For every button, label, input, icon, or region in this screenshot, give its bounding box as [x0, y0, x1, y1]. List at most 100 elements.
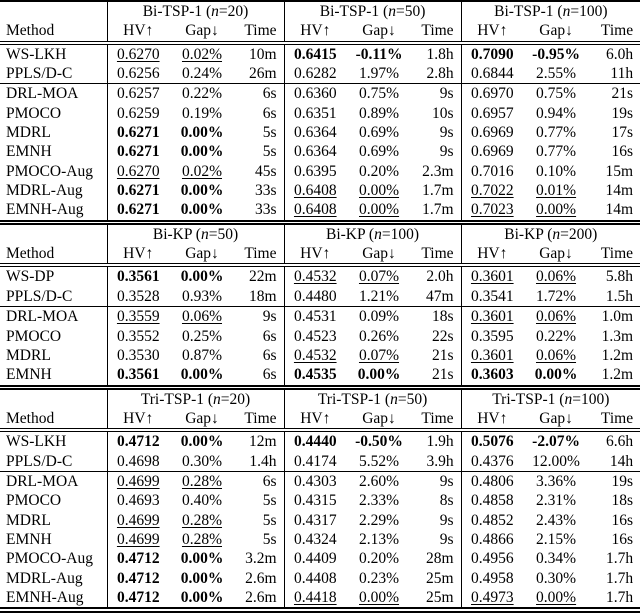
time-header: Time	[589, 21, 640, 45]
hv-cell: 0.4712	[106, 430, 169, 452]
gap-cell: 0.69%	[359, 124, 400, 142]
time-cell: 5.8h	[605, 268, 634, 286]
time-cell: 1.7h	[605, 569, 634, 587]
gap-cell: 0.00%	[180, 550, 224, 568]
gap-cell: -0.11%	[355, 45, 403, 63]
table-row: PPLS/D-C 0.6256 0.24% 26m 0.6282 1.97% 2.8h 0.6…	[0, 64, 640, 85]
time-cell: 6s	[262, 366, 277, 384]
hv-cell: 0.3561	[106, 365, 169, 385]
gap-cell: -0.95%	[532, 45, 580, 63]
time-cell: 2.6m	[245, 569, 277, 587]
time-header: Time	[235, 408, 285, 433]
hv-cell: 0.6270	[106, 161, 169, 182]
time-cell: 6s	[262, 85, 277, 103]
group-title-row: Tri-TSP-1 (n=20) Tri-TSP-1 (n=50) Tri-TSP-…	[0, 387, 640, 409]
method-cell: PMOCO	[6, 327, 62, 345]
time-cell: 19s	[611, 104, 634, 122]
gap-cell: 2.60%	[359, 472, 400, 490]
gap-cell: 0.02%	[181, 162, 223, 180]
gap-cell: 0.00%	[180, 588, 224, 606]
group-title: Bi-KP (n=50)	[106, 222, 284, 245]
time-cell: 5s	[262, 124, 277, 142]
time-cell: 12m	[248, 433, 277, 451]
hv-cell: 0.4440	[283, 430, 347, 452]
table-row: MDRL 0.3530 0.87% 6s 0.4532 0.07% 21s 0.3601 0.0…	[0, 345, 640, 366]
gap-cell: -2.07%	[532, 433, 580, 451]
gap-header: Gap↓	[346, 21, 413, 45]
column-header-row: Method HV↑ Gap↓ Time HV↑ Gap↓ Time HV↑ Gap↓ Time	[0, 408, 640, 433]
hv-cell: 0.4858	[460, 491, 524, 511]
table-row: MDRL-Aug 0.4712 0.00% 2.6m 0.4408 0.23% 25m 0.4…	[0, 568, 640, 588]
time-cell: 6.6h	[605, 433, 634, 451]
gap-cell: -0.50%	[355, 433, 403, 451]
hv-cell: 0.3530	[106, 345, 169, 366]
table-row: DRL-MOA 0.6257 0.22% 6s 0.6360 0.75% 9s 0.6970 0…	[0, 83, 640, 104]
hv-cell: 0.7016	[460, 161, 524, 182]
hv-cell: 0.4712	[106, 587, 169, 611]
size-variable: n	[388, 3, 396, 20]
time-header: Time	[235, 244, 284, 268]
gap-cell: 0.20%	[359, 162, 400, 180]
gap-cell: 0.02%	[181, 45, 223, 63]
time-cell: 9s	[262, 308, 277, 326]
gap-header: Gap↓	[169, 244, 235, 268]
gap-cell: 0.00%	[357, 366, 401, 384]
time-cell: 25m	[426, 569, 454, 587]
hv-cell: 0.4973	[460, 587, 524, 611]
hv-cell: 0.6957	[460, 103, 524, 124]
gap-cell: 0.25%	[181, 327, 223, 345]
hv-cell: 0.4693	[106, 491, 169, 511]
hv-cell: 0.6969	[460, 142, 524, 162]
time-cell: 47m	[412, 286, 462, 308]
hv-cell: 0.4531	[283, 306, 346, 327]
time-cell: 1.2m	[601, 346, 634, 364]
gap-cell: 0.22%	[181, 85, 223, 103]
gap-cell: 0.00%	[180, 569, 224, 587]
group-title-spacer	[0, 222, 107, 244]
table-row: EMNH 0.4699 0.28% 5s 0.4324 2.13% 9s 0.4866 2.15…	[0, 529, 640, 550]
hv-cell: 0.4535	[283, 365, 346, 385]
table-row: WS-LKH 0.6270 0.02% 10m 0.6415 -0.11% 1.8h 0.70…	[0, 42, 640, 65]
time-cell: 33s	[254, 182, 277, 200]
hv-header: HV↑	[460, 21, 524, 45]
gap-cell: 0.20%	[359, 550, 400, 568]
size-variable: n	[552, 225, 561, 243]
group-title: Tri-TSP-1 (n=50)	[283, 387, 462, 409]
table-row: PMOCO-Aug 0.6270 0.02% 45s 0.6395 0.20% 2.3m 0.…	[0, 161, 640, 182]
time-cell: 11h	[589, 64, 640, 85]
hv-cell: 0.6259	[106, 103, 169, 124]
gap-cell: 0.00%	[359, 588, 400, 606]
gap-cell: 0.06%	[535, 346, 577, 364]
time-cell: 2.8h	[412, 64, 462, 85]
time-header: Time	[589, 408, 640, 433]
gap-cell: 0.40%	[181, 492, 223, 510]
hv-cell: 0.4712	[106, 549, 169, 569]
group-title: Tri-TSP-1 (n=100)	[460, 387, 640, 409]
method-cell: PPLS/D-C	[0, 451, 107, 472]
table-row: MDRL-Aug 0.6271 0.00% 33s 0.6408 0.00% 1.7m 0.7…	[0, 181, 640, 201]
method-cell: WS-LKH	[6, 433, 67, 451]
column-header-row: Method HV↑ Gap↓ Time HV↑ Gap↓ Time HV↑ Gap↓ Time	[0, 244, 640, 268]
gap-cell: 0.24%	[169, 64, 235, 85]
size-variable: n	[200, 225, 209, 243]
time-cell: 5s	[262, 530, 277, 548]
hv-cell: 0.3595	[460, 326, 524, 346]
gap-cell: 0.19%	[181, 104, 223, 122]
gap-cell: 0.00%	[180, 143, 224, 161]
time-cell: 5s	[262, 511, 277, 529]
hv-cell: 0.4408	[283, 568, 347, 588]
gap-header: Gap↓	[523, 244, 590, 268]
time-cell: 19s	[611, 472, 634, 490]
gap-cell: 0.28%	[181, 530, 223, 548]
hv-cell: 0.4480	[283, 286, 346, 308]
hv-cell: 0.4712	[106, 568, 169, 588]
group-title: Bi-TSP-1 (n=20)	[106, 1, 285, 22]
size-variable: n	[213, 390, 221, 408]
hv-cell: 0.3559	[106, 306, 169, 327]
time-cell: 17s	[611, 124, 634, 142]
table-row: PPLS/D-C 0.3528 0.93% 18m 0.4480 1.21% 47m 0.35…	[0, 286, 640, 308]
table-row: PPLS/D-C 0.4698 0.30% 1.4h 0.4174 5.52% 3.9h 0.…	[0, 451, 640, 472]
group-title: Tri-TSP-1 (n=20)	[106, 387, 285, 409]
time-cell: 18s	[431, 308, 454, 326]
